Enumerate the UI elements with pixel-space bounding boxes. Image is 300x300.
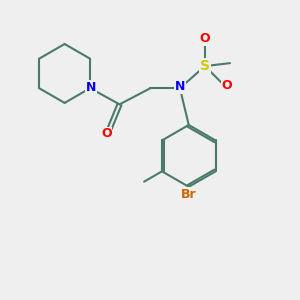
Text: O: O — [221, 79, 232, 92]
Text: S: S — [200, 59, 210, 73]
Text: Br: Br — [181, 188, 197, 201]
Text: N: N — [175, 80, 185, 93]
Text: O: O — [101, 127, 112, 140]
Text: O: O — [200, 32, 210, 45]
Text: N: N — [85, 81, 96, 94]
